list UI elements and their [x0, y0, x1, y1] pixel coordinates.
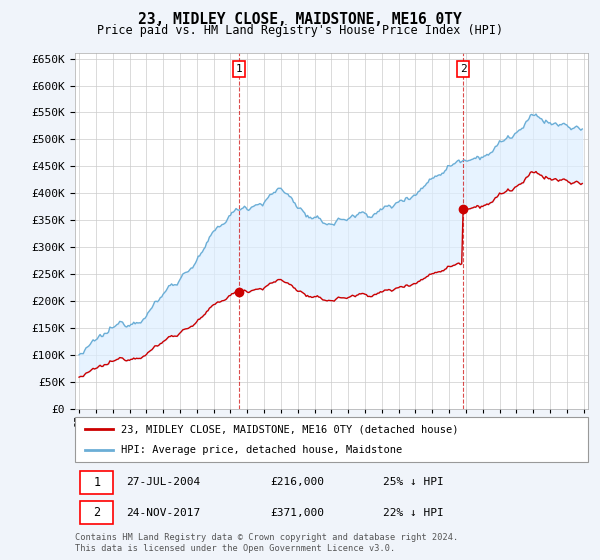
Text: 2: 2 [93, 506, 100, 519]
Bar [80, 470, 113, 494]
Bar [80, 501, 113, 524]
Text: 24-NOV-2017: 24-NOV-2017 [127, 507, 200, 517]
Text: HPI: Average price, detached house, Maidstone: HPI: Average price, detached house, Maid… [121, 445, 403, 455]
Text: 25% ↓ HPI: 25% ↓ HPI [383, 477, 443, 487]
Text: Price paid vs. HM Land Registry's House Price Index (HPI): Price paid vs. HM Land Registry's House … [97, 24, 503, 37]
Text: £371,000: £371,000 [270, 507, 324, 517]
Text: 23, MIDLEY CLOSE, MAIDSTONE, ME16 0TY: 23, MIDLEY CLOSE, MAIDSTONE, ME16 0TY [138, 12, 462, 27]
Text: 1: 1 [93, 476, 100, 489]
Text: 1: 1 [235, 64, 242, 74]
Text: 27-JUL-2004: 27-JUL-2004 [127, 477, 200, 487]
Text: Contains HM Land Registry data © Crown copyright and database right 2024.
This d: Contains HM Land Registry data © Crown c… [75, 533, 458, 553]
Text: 2: 2 [460, 64, 466, 74]
Text: £216,000: £216,000 [270, 477, 324, 487]
Text: 23, MIDLEY CLOSE, MAIDSTONE, ME16 0TY (detached house): 23, MIDLEY CLOSE, MAIDSTONE, ME16 0TY (d… [121, 424, 458, 435]
Text: 22% ↓ HPI: 22% ↓ HPI [383, 507, 443, 517]
